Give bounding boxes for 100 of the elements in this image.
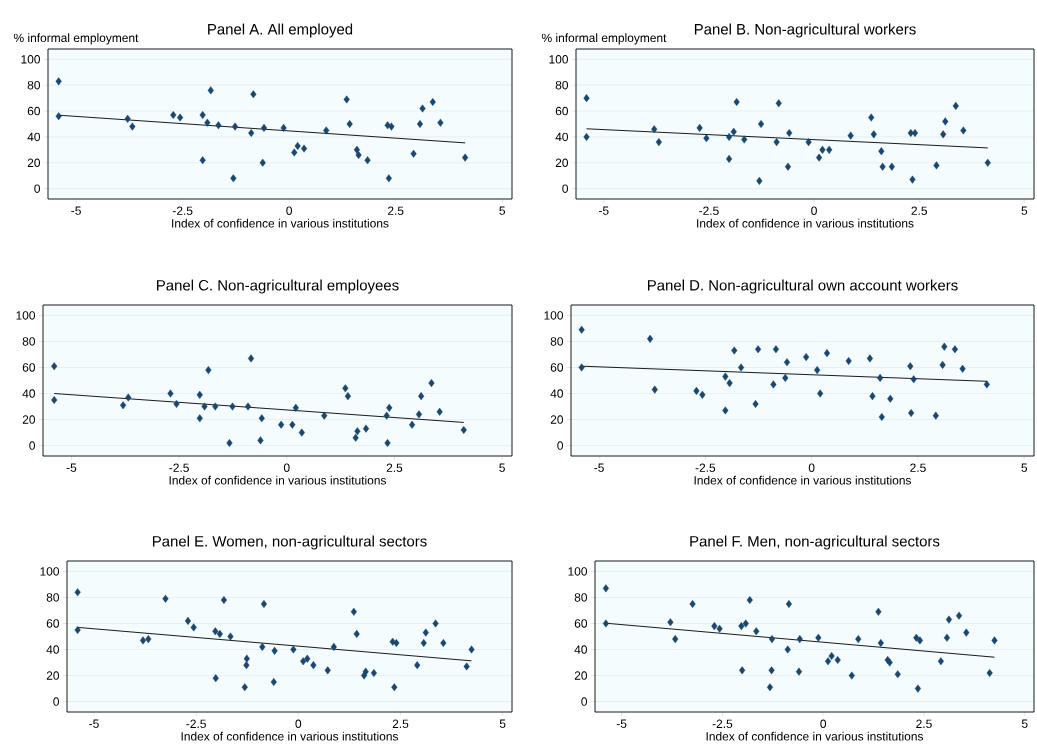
point xyxy=(986,668,993,677)
x-tick-label: 0 xyxy=(295,719,302,728)
point xyxy=(304,654,311,663)
y-tick-label: 20 xyxy=(46,671,60,680)
point xyxy=(693,386,700,395)
point xyxy=(352,433,359,442)
x-tick-label: 0 xyxy=(811,206,817,215)
point xyxy=(955,611,963,620)
point xyxy=(914,684,921,693)
point xyxy=(910,375,917,384)
point xyxy=(243,654,250,663)
point xyxy=(672,635,679,644)
point xyxy=(393,639,400,648)
point xyxy=(868,113,875,122)
point xyxy=(722,372,729,381)
y-tick-label: 20 xyxy=(22,415,36,424)
x-axis-title: Index of confidence in various institutions xyxy=(181,731,399,741)
x-tick-label: 2.5 xyxy=(386,463,403,472)
point xyxy=(722,406,729,415)
point xyxy=(196,390,203,399)
point xyxy=(716,624,723,633)
point xyxy=(733,98,740,107)
y-tick-label: 60 xyxy=(27,106,41,116)
point xyxy=(784,162,792,171)
point xyxy=(429,98,436,107)
point xyxy=(768,635,776,644)
point xyxy=(796,635,803,644)
y-tick-label: 0 xyxy=(29,441,36,450)
point xyxy=(415,410,423,419)
point xyxy=(817,389,824,398)
point xyxy=(984,158,991,167)
point xyxy=(877,373,884,382)
point xyxy=(51,362,58,371)
chart-title: Panel C. Non-agricultural employees xyxy=(157,279,399,294)
point xyxy=(428,379,435,388)
point xyxy=(803,353,810,362)
chart-title: Panel D. Non-agricultural own account workers xyxy=(647,279,958,294)
point xyxy=(410,149,417,158)
point xyxy=(877,639,884,648)
y-tick-label: 40 xyxy=(22,389,36,398)
point xyxy=(847,131,854,140)
point xyxy=(951,345,958,354)
point xyxy=(755,345,762,354)
point xyxy=(963,628,970,637)
point xyxy=(887,394,894,403)
x-tick-label: -5 xyxy=(71,206,81,215)
point xyxy=(894,670,901,679)
y-axis-title: % informal employment xyxy=(13,33,139,45)
point xyxy=(878,147,885,156)
point xyxy=(651,385,658,394)
point xyxy=(388,122,395,131)
y-tick-label: 40 xyxy=(27,132,41,142)
point xyxy=(248,129,255,138)
point xyxy=(772,345,779,354)
point xyxy=(216,629,223,638)
point xyxy=(462,153,469,162)
point xyxy=(162,594,169,603)
point xyxy=(177,113,184,122)
point xyxy=(916,636,923,645)
y-tick-label: 40 xyxy=(550,389,564,398)
point xyxy=(346,120,353,128)
point xyxy=(419,104,426,113)
point xyxy=(826,145,833,154)
x-tick-label: -5 xyxy=(594,463,604,472)
point xyxy=(120,401,127,410)
y-axis-title: % informal employment xyxy=(541,33,667,45)
point xyxy=(409,420,416,429)
point xyxy=(243,661,250,670)
point xyxy=(699,390,706,399)
point xyxy=(212,402,219,411)
x-tick-label: 0 xyxy=(808,463,815,472)
point xyxy=(259,642,266,651)
y-tick-label: 80 xyxy=(22,337,36,346)
point xyxy=(437,118,444,127)
point xyxy=(258,414,265,423)
y-tick-label: 0 xyxy=(34,184,41,193)
point xyxy=(647,334,654,343)
point xyxy=(125,393,132,402)
y-tick-label: 60 xyxy=(22,363,36,372)
point xyxy=(783,358,791,367)
point xyxy=(259,158,266,167)
x-axis-title: Index of confidence in various institutions xyxy=(706,731,924,741)
point xyxy=(689,599,696,608)
x-tick-label: -5 xyxy=(66,463,77,472)
point xyxy=(866,354,873,363)
point xyxy=(74,626,81,634)
point xyxy=(651,125,658,134)
point xyxy=(741,135,748,144)
point xyxy=(353,629,360,638)
x-tick-label: -2.5 xyxy=(712,719,733,728)
point xyxy=(819,145,826,154)
x-tick-label: -2.5 xyxy=(172,206,193,215)
y-tick-label: 0 xyxy=(557,441,564,450)
point xyxy=(229,402,236,411)
point xyxy=(667,618,674,627)
point xyxy=(746,596,753,605)
point xyxy=(257,436,264,445)
point xyxy=(55,77,62,86)
point xyxy=(738,363,745,372)
point xyxy=(383,411,390,420)
